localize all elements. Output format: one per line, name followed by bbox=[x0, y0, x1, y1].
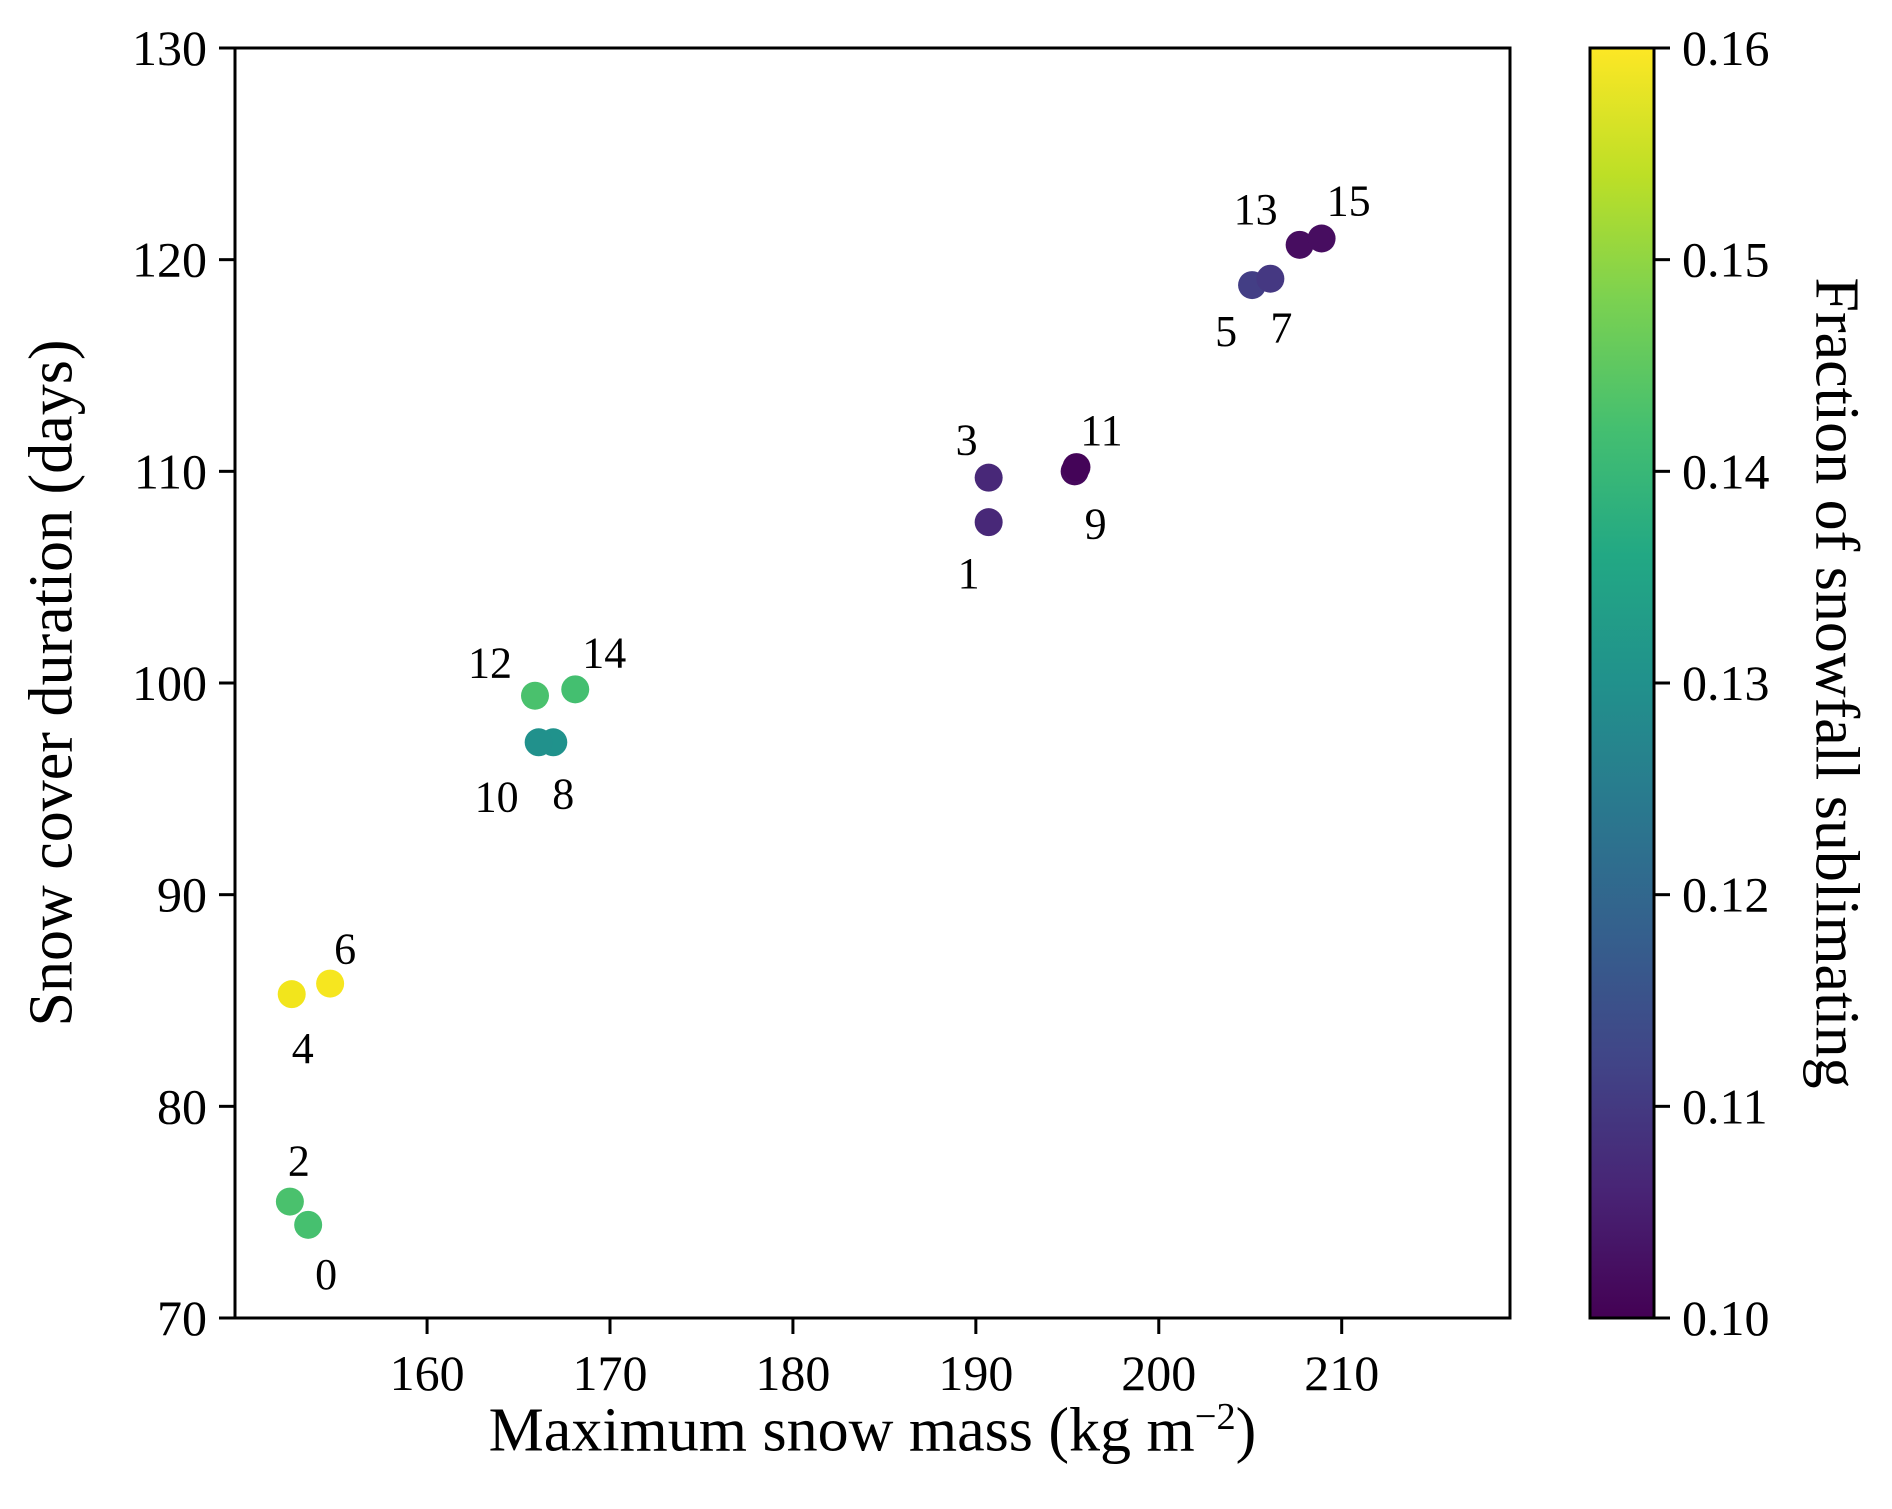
x-tick-label: 170 bbox=[573, 1345, 648, 1401]
point-label-10: 10 bbox=[475, 772, 519, 821]
colorbar-gradient bbox=[1590, 48, 1654, 1318]
colorbar-tick-label: 0.10 bbox=[1682, 1290, 1770, 1346]
point-label-1: 1 bbox=[958, 549, 980, 598]
y-tick-label: 70 bbox=[157, 1290, 207, 1346]
point-label-2: 2 bbox=[288, 1137, 310, 1186]
point-label-14: 14 bbox=[582, 628, 626, 677]
data-point-0 bbox=[294, 1210, 323, 1239]
colorbar-tick-label: 0.13 bbox=[1682, 655, 1770, 711]
x-axis-label: Maximum snow mass (kg m−2) bbox=[235, 1396, 1510, 1465]
data-point-1 bbox=[974, 508, 1003, 537]
y-tick-label: 120 bbox=[132, 232, 207, 288]
y-axis-label: Snow cover duration (days) bbox=[17, 339, 86, 1027]
y-tick-label: 100 bbox=[132, 655, 207, 711]
x-axis-label-superscript: −2 bbox=[1194, 1396, 1236, 1438]
colorbar-tick-label: 0.16 bbox=[1682, 20, 1770, 76]
point-label-15: 15 bbox=[1327, 177, 1371, 226]
point-label-8: 8 bbox=[552, 769, 574, 818]
data-point-7 bbox=[1256, 264, 1285, 293]
plot-frame bbox=[233, 46, 1512, 1320]
colorbar-tick-label: 0.15 bbox=[1682, 232, 1770, 288]
colorbar-tick-label: 0.12 bbox=[1682, 867, 1770, 923]
y-tick-label: 90 bbox=[157, 867, 207, 923]
colorbar-tick-label: 0.11 bbox=[1682, 1078, 1768, 1134]
data-point-13 bbox=[1285, 230, 1314, 259]
point-label-12: 12 bbox=[468, 639, 512, 688]
data-point-3 bbox=[974, 463, 1003, 492]
point-label-6: 6 bbox=[334, 925, 356, 974]
x-tick-label: 200 bbox=[1121, 1345, 1196, 1401]
x-tick-label: 160 bbox=[390, 1345, 465, 1401]
y-tick-label: 80 bbox=[157, 1078, 207, 1134]
data-point-4 bbox=[277, 980, 306, 1009]
y-tick-label: 110 bbox=[134, 443, 207, 499]
point-label-5: 5 bbox=[1215, 307, 1237, 356]
point-label-11: 11 bbox=[1080, 406, 1122, 455]
data-point-14 bbox=[561, 675, 590, 704]
data-point-6 bbox=[316, 969, 345, 998]
x-tick-label: 190 bbox=[938, 1345, 1013, 1401]
point-label-4: 4 bbox=[292, 1024, 314, 1073]
x-tick-label: 210 bbox=[1304, 1345, 1379, 1401]
x-tick-label: 180 bbox=[755, 1345, 830, 1401]
point-label-9: 9 bbox=[1085, 499, 1107, 548]
data-point-10 bbox=[524, 728, 553, 757]
point-label-3: 3 bbox=[956, 416, 978, 465]
data-point-11 bbox=[1062, 453, 1091, 482]
point-label-13: 13 bbox=[1234, 185, 1278, 234]
point-label-7: 7 bbox=[1270, 304, 1292, 353]
x-axis-label-text: Maximum snow mass (kg m bbox=[488, 1396, 1195, 1465]
colorbar-label: Fraction of snowfall sublimating bbox=[1802, 277, 1871, 1089]
colorbar-tick-label: 0.14 bbox=[1682, 443, 1770, 499]
x-axis-label-suffix: ) bbox=[1235, 1396, 1257, 1465]
data-point-15 bbox=[1307, 224, 1336, 253]
y-tick-label: 130 bbox=[132, 20, 207, 76]
data-point-2 bbox=[275, 1187, 304, 1216]
point-label-0: 0 bbox=[315, 1250, 337, 1299]
data-point-12 bbox=[521, 681, 549, 710]
